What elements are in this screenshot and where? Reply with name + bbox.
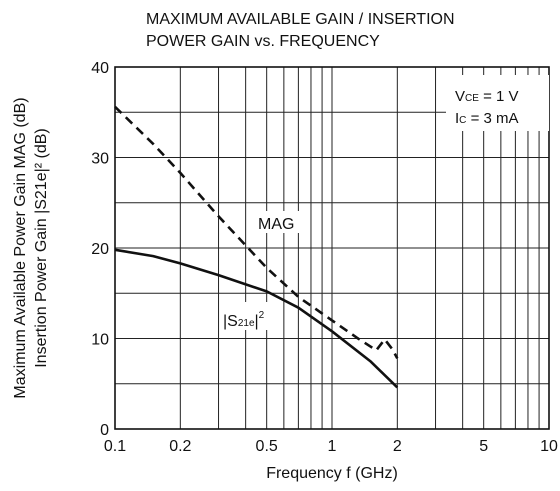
s21-series-label: |S21e|2: [223, 310, 265, 330]
mag-series-label: MAG: [258, 216, 294, 233]
s21-label-sub: 21e: [238, 318, 255, 329]
y-axis-label-line-1: Maximum Available Power Gain MAG (dB): [12, 97, 29, 398]
x-tick-label: 10: [540, 438, 558, 455]
condition-ic-main: I: [455, 110, 459, 127]
mag-label-bg: [256, 211, 306, 233]
x-tick-label: 0.1: [104, 438, 126, 455]
y-tick-label: 40: [91, 60, 109, 77]
condition-ic-sub: C: [459, 115, 466, 126]
y-tick-label: 20: [91, 241, 109, 258]
tick-labels: 0.1 0.2 0.5 1 2 5 10 0 10 20 30 40: [91, 60, 558, 455]
s21-label-bg: [220, 302, 280, 330]
x-tick-label: 5: [479, 438, 488, 455]
s21-label-pre: |S: [223, 313, 238, 330]
x-tick-label: 2: [393, 438, 402, 455]
condition-vce-main: V: [455, 88, 465, 105]
x-tick-label: 0.2: [169, 438, 191, 455]
y-axis-label-group-2: Insertion Power Gain |S21e|² (dB): [33, 128, 50, 368]
x-tick-label: 1: [328, 438, 337, 455]
condition-vce-rest: = 1 V: [479, 88, 519, 105]
chart-title-line-1: MAXIMUM AVAILABLE GAIN / INSERTION: [146, 11, 455, 28]
s21-label-sup: 2: [259, 310, 265, 321]
x-axis-label: Frequency f (GHz): [266, 465, 398, 482]
y-axis-label-line-2: Insertion Power Gain |S21e|² (dB): [33, 128, 50, 368]
y-tick-label: 30: [91, 151, 109, 168]
condition-vce: VCE = 1 V: [455, 88, 519, 105]
condition-ic: IC = 3 mA: [455, 110, 519, 127]
s21-label-post: |: [255, 313, 259, 330]
conditions-box: [446, 75, 549, 131]
x-tick-label: 0.5: [256, 438, 278, 455]
chart-title-line-2: POWER GAIN vs. FREQUENCY: [146, 33, 380, 50]
plot-frame: [114, 66, 550, 430]
condition-vce-sub: CE: [465, 93, 479, 104]
condition-ic-rest: = 3 mA: [466, 110, 518, 127]
y-tick-label: 0: [100, 422, 109, 439]
series-layer: [114, 105, 399, 389]
s21e-series-line: [114, 248, 399, 389]
y-tick-label: 10: [91, 332, 109, 349]
y-axis-label-group: Maximum Available Power Gain MAG (dB): [12, 97, 29, 398]
